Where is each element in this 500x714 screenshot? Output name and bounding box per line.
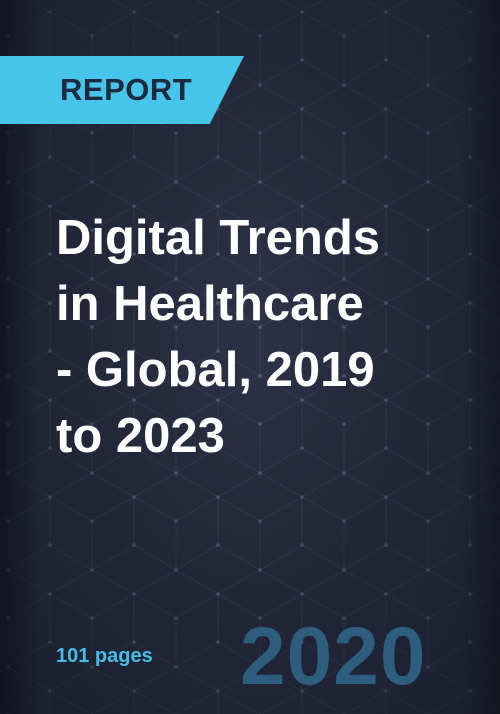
title-line: to 2023	[56, 409, 225, 463]
page-count: 101 pages	[56, 645, 153, 667]
report-title: Digital Trends in Healthcare - Global, 2…	[56, 205, 486, 469]
title-line: Digital Trends	[56, 211, 381, 265]
report-label: REPORT	[60, 72, 193, 107]
publication-year: 2020	[240, 611, 427, 702]
title-line: - Global, 2019	[56, 343, 375, 397]
title-line: in Healthcare	[56, 277, 364, 331]
report-banner	[0, 56, 244, 124]
